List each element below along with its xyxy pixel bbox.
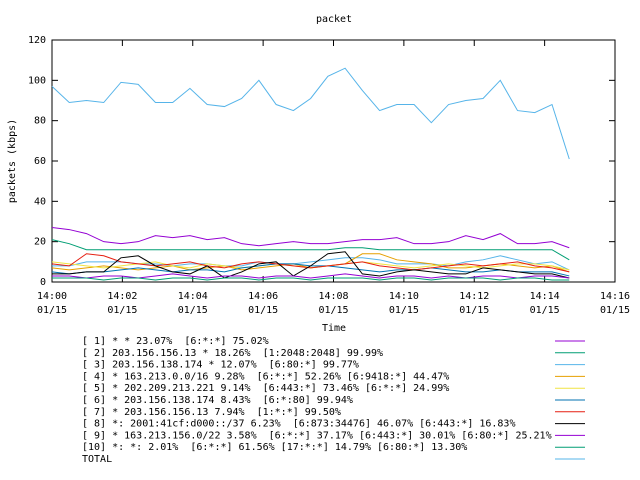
series-line xyxy=(51,227,570,249)
x-tick-label: 14:10 xyxy=(389,291,419,302)
x-axis-label: Time xyxy=(322,323,346,334)
x-tick-date: 01/15 xyxy=(37,305,67,316)
x-tick-date: 01/15 xyxy=(248,305,278,316)
legend-label: TOTAL xyxy=(82,454,112,465)
y-axis-label: packets (kbps) xyxy=(7,119,18,203)
legend-label: [ 7] * 203.156.156.13 7.94% [1:*:*] 99.5… xyxy=(82,407,341,418)
series-line xyxy=(52,277,570,281)
x-tick-label: 14:14 xyxy=(530,291,560,302)
series-line xyxy=(51,253,570,273)
y-tick-label: 120 xyxy=(28,35,46,46)
x-tick-date: 01/15 xyxy=(600,305,630,316)
y-tick-label: 60 xyxy=(34,156,46,167)
legend-label: [ 8] *: 2001:41cf:d000::/37 6.23% [6:873… xyxy=(82,419,515,430)
series-line xyxy=(51,239,570,261)
x-tick-date: 01/15 xyxy=(107,305,137,316)
y-tick-label: 100 xyxy=(28,75,46,86)
x-tick-date: 01/15 xyxy=(459,305,489,316)
y-tick-label: 20 xyxy=(34,237,46,248)
y-tick-label: 0 xyxy=(40,277,46,288)
x-tick-label: 14:08 xyxy=(318,291,348,302)
x-tick-date: 01/15 xyxy=(178,305,208,316)
legend-label: [ 3] 203.156.138.174 * 12.07% [6:80:*] 9… xyxy=(82,360,359,371)
legend-label: [ 5] * 202.209.213.221 9.14% [6:443:*] 7… xyxy=(82,383,449,394)
x-tick-label: 14:04 xyxy=(178,291,208,302)
x-tick-date: 01/15 xyxy=(389,305,419,316)
x-tick-label: 14:06 xyxy=(248,291,278,302)
legend-label: [ 4] * 163.213.0.0/16 9.28% [6:*:*] 52.2… xyxy=(82,371,449,382)
x-tick-label: 14:00 xyxy=(37,291,67,302)
x-tick-date: 01/15 xyxy=(318,305,348,316)
series-line xyxy=(51,67,570,160)
legend-label: [ 2] 203.156.156.13 * 18.26% [1:2048:204… xyxy=(82,348,383,359)
legend-label: [ 9] * 163.213.156.0/22 3.58% [6:*:*] 37… xyxy=(82,430,552,441)
legend-label: [ 1] * * 23.07% [6:*:*] 75.02% xyxy=(82,336,269,347)
series-line xyxy=(52,251,570,279)
x-tick-label: 14:12 xyxy=(459,291,489,302)
y-tick-label: 40 xyxy=(34,196,46,207)
legend-label: [ 6] * 203.156.138.174 8.43% [6:*:80] 99… xyxy=(82,395,353,406)
x-tick-label: 14:02 xyxy=(107,291,137,302)
chart-title: packet xyxy=(316,14,352,25)
legend-label: [10] *: *: 2.01% [6:*:*] 61.56% [17:*:*]… xyxy=(82,442,467,453)
x-tick-date: 01/15 xyxy=(530,305,560,316)
y-tick-label: 80 xyxy=(34,116,46,127)
x-tick-label: 14:16 xyxy=(600,291,630,302)
